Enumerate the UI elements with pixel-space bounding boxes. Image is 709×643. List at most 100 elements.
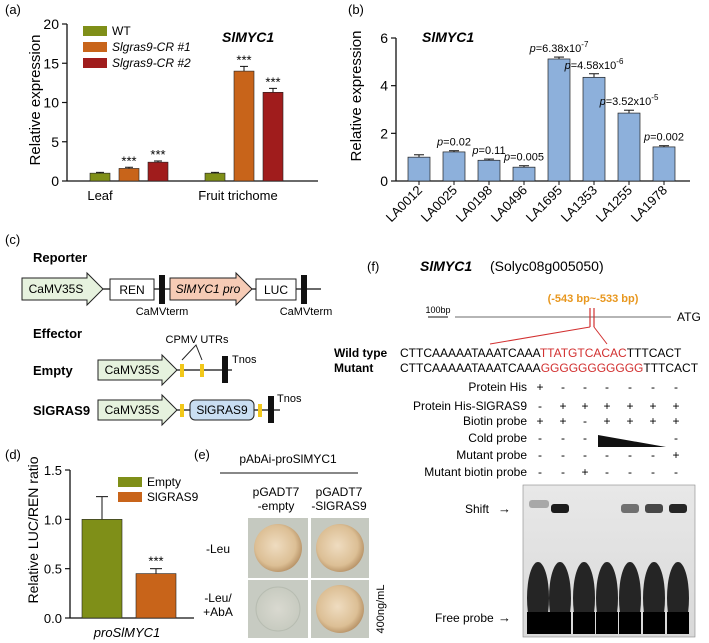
col2-line2: -SlGRAS9 [311, 499, 367, 513]
emsa-row-mark: - [674, 465, 678, 479]
wt-seq-right: TTTCACT [627, 346, 682, 360]
cpmv-label: CPMV UTRs [166, 334, 229, 346]
pvalue-exp: -6 [616, 57, 624, 66]
colony-empty-aba [255, 586, 301, 632]
pvalue-p: p [503, 152, 510, 164]
legend-label-cr2: Slgras9-CR #2 [112, 56, 191, 70]
shift-arrow-icon: → [498, 501, 511, 516]
shift-band [645, 504, 663, 513]
shift-band [669, 504, 687, 513]
emsa-row-mark: - [605, 380, 609, 394]
cold-probe-wedge [598, 435, 666, 447]
chart-b-xtick-label: LA1353 [558, 183, 600, 225]
promoter-label: SlMYC1 pro [176, 282, 241, 296]
chart-b-bar [547, 58, 571, 182]
chart-a-sig: *** [121, 153, 136, 168]
empty-label: Empty [33, 363, 74, 378]
emsa-row-mark: - [561, 380, 565, 394]
emsa-row-mark: + [672, 399, 679, 413]
wt-sequence: CTTCAAAAATAAATCAAATTATGTCACACTTTCACT [400, 346, 682, 360]
slgras9-cds-box [189, 399, 255, 421]
emsa-row-mark: - [561, 431, 565, 445]
chart-b-title: SlMYC1 [422, 29, 474, 45]
tnos-1 [222, 356, 228, 383]
terminator-2 [301, 275, 307, 304]
chart-b-pvalue: p=0.11 [471, 145, 505, 157]
shift-label: Shift [465, 502, 490, 516]
tnos-label-1: Tnos [232, 354, 257, 366]
emsa-row-label: Cold probe [468, 431, 527, 445]
emsa-row-label: Biotin probe [463, 414, 527, 428]
scale-bar-label: 100bp [425, 305, 450, 315]
emsa-row-mark: - [583, 380, 587, 394]
chart-a-ytick-label: 20 [43, 16, 59, 32]
chart-a-sig: *** [265, 74, 280, 89]
colony-slgras9-leu [316, 524, 364, 572]
ren-label: REN [119, 283, 144, 297]
colony-empty-leu [254, 524, 302, 572]
emsa-row-label: Mutant probe [456, 448, 527, 462]
emsa-row-mark: - [561, 448, 565, 462]
emsa-row-mark: + [536, 414, 543, 428]
emsa-row-mark: - [651, 448, 655, 462]
chart-a: Relative expression SlMYC1 WT Slgras9-CR… [27, 24, 278, 203]
emsa-row-mark: + [626, 414, 633, 428]
atg-label: ATG [677, 310, 701, 324]
emsa-row-mark: + [603, 399, 610, 413]
emsa-row-mark: - [628, 380, 632, 394]
chart-a-cat-fruit: Fruit trichome [198, 188, 277, 203]
emsa-row-mark: - [538, 431, 542, 445]
chart-b-ytick-label: 0 [380, 173, 388, 189]
y1h-assay: pAbAi-proSlMYC1 pGADT7 -empty pGADT7 -Sl… [203, 452, 387, 638]
chart-a-ytick-label: 15 [43, 55, 59, 71]
col1-line1: pGADT7 [253, 485, 300, 499]
empty-camv35s-arrow [97, 353, 178, 387]
pvalue-num: =0.11 [479, 145, 506, 157]
pvalue-num: =6.38x10 [536, 43, 582, 55]
tnos-label-2: Tnos [277, 393, 302, 405]
legend-swatch-wt [83, 26, 107, 36]
legend-label-empty: Empty [147, 475, 181, 489]
pvalue-num: =0.005 [510, 152, 544, 164]
zoom-line-right [593, 326, 608, 345]
emsa-row-mark: + [581, 399, 588, 413]
emsa-row-mark: - [538, 399, 542, 413]
mut-seq-label: Mutant [334, 361, 373, 375]
mut-seq-right: TTTCACT [643, 361, 698, 375]
chart-a-title: SlMYC1 [222, 29, 274, 45]
emsa-row-mark: - [538, 465, 542, 479]
legend-label-slgras9: SlGRAS9 [147, 490, 199, 504]
chart-d-xlabel: proSlMYC1 [93, 625, 160, 640]
reporter-title: Reporter [33, 250, 87, 265]
emsa-row-mark: + [649, 414, 656, 428]
slgras9-effector-label: SlGRAS9 [33, 403, 90, 418]
emsa-row-mark: - [628, 465, 632, 479]
emsa-row-label: Protein His [468, 380, 527, 394]
chart-b-xtick-label: LA0496 [488, 183, 530, 225]
chart-a-bar [204, 172, 226, 182]
legend-swatch-cr2 [83, 58, 107, 68]
chart-d-sig: *** [148, 554, 163, 569]
row1-label: -Leu [206, 542, 230, 556]
mut-seq-site: GGGGGGGGGGG [541, 361, 644, 375]
pvalue-num: =4.58x10 [571, 60, 617, 72]
chart-b-bar [617, 112, 641, 182]
chart-d-bar [135, 573, 177, 619]
chart-b: Relative expression SlMYC1 [348, 29, 474, 161]
emsa-panel: SlMYC1 (Solyc08g005050) (-543 bp~-533 bp… [334, 258, 701, 638]
chart-d-ylabel: Relative LUC/REN ratio [25, 456, 41, 603]
pvalue-p: p [564, 60, 571, 72]
free-probe-band [549, 612, 571, 634]
pvalue-num: =3.52x10 [606, 96, 652, 108]
chart-b-bar [512, 166, 536, 182]
emsa-row-mark: - [561, 465, 565, 479]
chart-a-ytick-label: 10 [43, 95, 59, 111]
chart-b-pvalue: p=3.52x10-5 [599, 93, 659, 108]
pvalue-num: =0.02 [443, 137, 471, 149]
chart-b-ylabel: Relative expression [348, 31, 365, 162]
ren-box [109, 278, 155, 301]
shift-band [621, 504, 639, 513]
y1h-title: pAbAi-proSlMYC1 [239, 452, 337, 466]
construct-diagram: Reporter CaMV35S REN CaMVterm SlMYC1 pro… [21, 250, 332, 427]
pvalue-exp: -5 [651, 93, 659, 102]
